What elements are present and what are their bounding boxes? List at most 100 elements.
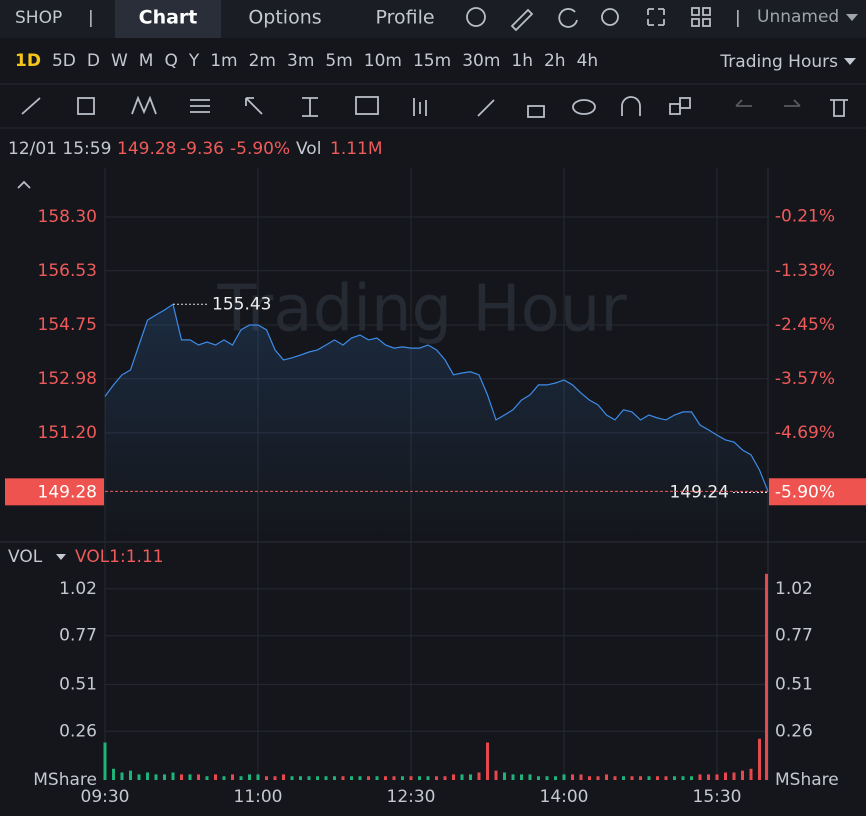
timeframe[interactable]: 2m (249, 51, 276, 71)
tool[interactable] (527, 105, 545, 118)
timeframe[interactable]: 5m (325, 51, 352, 71)
tool[interactable] (302, 97, 318, 117)
symbol[interactable]: SHOP (15, 8, 62, 28)
timeframes: 1D 5D D W M Q Y 1m 2m 3m 5m 10m 15m 30m 1h 2h 4h (15, 51, 598, 71)
session[interactable]: Trading Hours (719, 52, 838, 72)
y-tick-label: 156.53 (38, 261, 97, 281)
timeframe[interactable]: W (111, 51, 128, 71)
tab[interactable]: Chart (139, 7, 198, 29)
volume-bar (273, 776, 277, 780)
timeframe[interactable]: 5D (52, 51, 76, 71)
layout-name[interactable]: Unnamed (757, 7, 839, 27)
volume-bar (486, 742, 489, 780)
volume-bar (443, 776, 447, 780)
timeframe[interactable]: Y (188, 51, 200, 71)
timeframe[interactable]: 2h (544, 51, 566, 71)
volume-bar (180, 774, 183, 780)
timeframe[interactable]: M (139, 51, 154, 71)
tool[interactable] (245, 97, 263, 115)
y-tick-label: 0.77 (775, 626, 813, 646)
tab[interactable]: Profile (375, 7, 434, 29)
high-label: 155.43 (212, 294, 271, 314)
volume-bar (163, 774, 166, 780)
tool[interactable] (77, 97, 95, 115)
x-tick-label: 12:30 (387, 787, 436, 807)
tool[interactable] (21, 97, 41, 115)
volume-bar (375, 776, 379, 780)
tool[interactable] (669, 103, 681, 115)
watermark: Trading Hour (216, 273, 627, 347)
volume-bar (129, 770, 132, 780)
volume-bar (571, 774, 574, 780)
volume-bar (588, 776, 591, 780)
timeframe[interactable]: 15m (413, 51, 451, 71)
volume-bar (673, 776, 676, 780)
timeframe[interactable]: 4h (577, 51, 599, 71)
active-tab-bg (115, 0, 221, 38)
icon[interactable] (691, 18, 700, 27)
price-line (104, 303, 769, 492)
tool[interactable] (190, 99, 210, 113)
y2-tick-label: -0.21% (775, 207, 835, 227)
quote-price: 149.28 (117, 139, 176, 159)
timeframe[interactable]: 3m (287, 51, 314, 71)
volume-bar (350, 776, 353, 780)
timeframe[interactable]: 1h (511, 51, 533, 71)
volume-bar (681, 776, 685, 780)
volume-bar (741, 770, 744, 780)
icon[interactable] (647, 8, 665, 26)
volume-bar (520, 774, 523, 780)
icon[interactable] (558, 8, 578, 28)
timeframe[interactable]: Q (164, 51, 177, 71)
y-tick-label: 1.02 (775, 579, 813, 599)
volume-bar (758, 738, 761, 780)
unit-right: MShare (775, 770, 839, 790)
tool[interactable] (131, 95, 157, 115)
volume-bar (239, 776, 243, 780)
tool[interactable] (830, 99, 848, 117)
volume-bar (562, 774, 566, 780)
top-icons (466, 7, 711, 32)
plot: 09:30 11:00 12:30 14:00 15:30 158.30 156.53 154… (0, 168, 866, 807)
icon[interactable] (466, 7, 486, 27)
tab[interactable]: Options (248, 7, 321, 29)
unit-left: MShare (33, 770, 97, 790)
icon[interactable] (510, 8, 534, 32)
volume-bar (724, 772, 727, 780)
tool[interactable] (413, 98, 427, 116)
icon[interactable] (702, 18, 711, 27)
timeframe[interactable]: 10m (364, 51, 402, 71)
quote-volume: 1.11M (330, 139, 383, 159)
tool[interactable] (735, 99, 752, 107)
timeframe[interactable]: D (87, 51, 100, 71)
tool[interactable] (621, 96, 641, 116)
volume-bar (698, 774, 702, 780)
last-price-label: 149.28 (38, 482, 97, 502)
x-tick-label: 09:30 (81, 787, 130, 807)
y2-tick-label: -4.69% (775, 423, 835, 443)
timeframe[interactable]: 30m (462, 51, 500, 71)
y-tick-label: 158.30 (38, 207, 97, 227)
icon[interactable] (691, 7, 700, 16)
tool[interactable] (355, 96, 379, 115)
collapse[interactable] (17, 180, 31, 189)
volume-bar (265, 776, 268, 780)
y2-tick-label: -2.45% (775, 315, 835, 335)
timeframe[interactable]: 1D (15, 51, 41, 71)
tool[interactable] (679, 97, 691, 109)
tool[interactable] (572, 99, 596, 115)
quote-change: -9.36 (180, 139, 224, 159)
icon[interactable] (601, 8, 619, 26)
volume-bar (613, 776, 617, 780)
icon[interactable] (702, 7, 711, 16)
volume-bar (307, 776, 311, 780)
volume-bar (630, 776, 634, 780)
y-tick-label: 151.20 (38, 423, 97, 443)
timeframe[interactable]: 1m (210, 51, 237, 71)
volume-bar (452, 774, 455, 780)
quote-change-pct: -5.90% (230, 139, 290, 159)
volume-bar (656, 776, 659, 780)
tool[interactable] (784, 99, 801, 107)
tool[interactable] (477, 99, 495, 117)
volume-bar (426, 776, 430, 780)
